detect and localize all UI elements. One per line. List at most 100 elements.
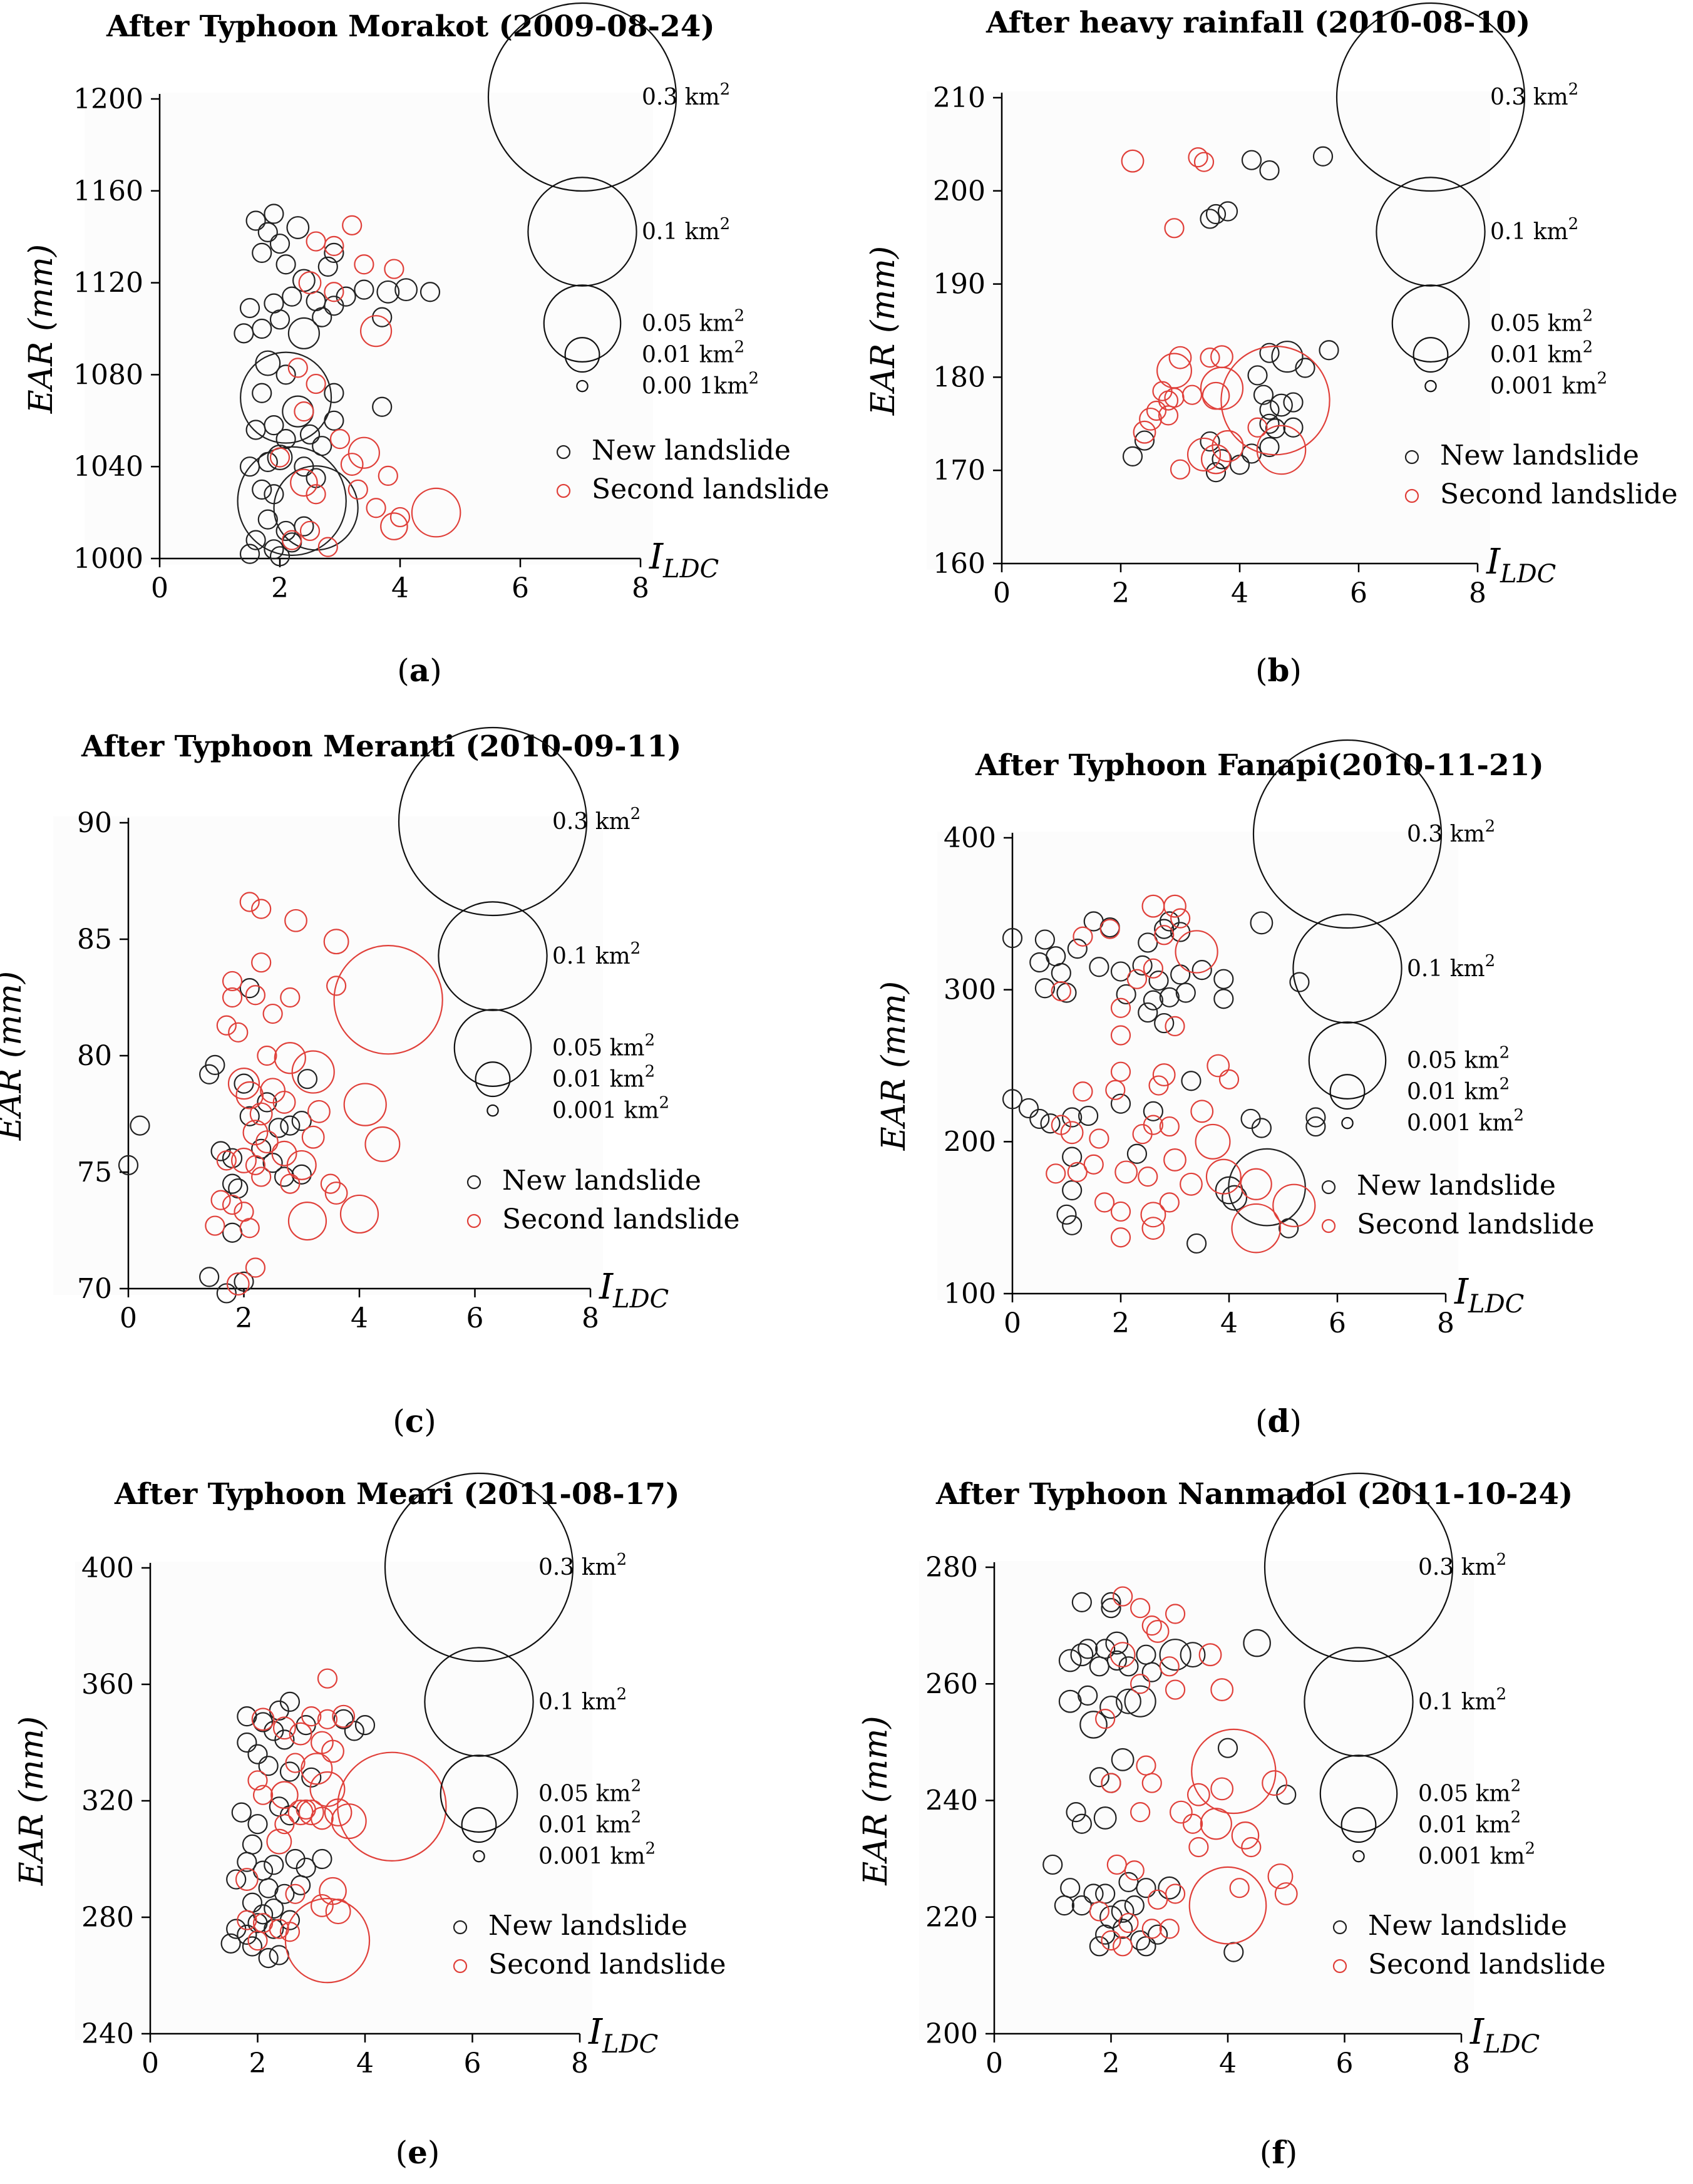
data-point [317, 537, 338, 557]
size-legend-superscript: 2 [748, 369, 759, 388]
y-tick-label: 200 [933, 175, 985, 207]
size-legend-circle [1319, 1754, 1398, 1833]
data-point [1222, 1185, 1248, 1211]
data-point [324, 242, 344, 263]
data-point [220, 1933, 241, 1954]
y-tick-label: 400 [944, 822, 996, 854]
y-tick-label: 200 [925, 2018, 978, 2050]
data-point [1188, 1836, 1209, 1858]
series-second-landslide [235, 1668, 447, 1984]
data-point [394, 278, 418, 302]
size-legend-superscript: 2 [1496, 1685, 1507, 1704]
data-point [1073, 926, 1093, 947]
data-point [1207, 1054, 1230, 1078]
data-point [1231, 1821, 1260, 1850]
size-legend-text: 0.01 km [1490, 343, 1583, 368]
data-point [205, 1215, 225, 1236]
data-point [1283, 392, 1304, 413]
data-point [286, 216, 310, 239]
x-axis-label-subscript: LDC [1468, 1290, 1524, 1319]
data-point [1002, 1089, 1023, 1110]
data-point [240, 351, 332, 444]
data-point [1073, 1081, 1093, 1102]
data-point [285, 1883, 306, 1904]
size-legend-circle [453, 1009, 532, 1087]
y-tick-label: 1080 [73, 359, 143, 391]
y-axis-label: EAR (mm) [13, 1716, 51, 1886]
size-legend-text: 0.1 km [642, 219, 720, 245]
data-point [1110, 1025, 1131, 1046]
data-point [340, 453, 364, 476]
size-legend-circle [424, 1647, 534, 1757]
data-point [1083, 1154, 1104, 1175]
y-tick-label: 90 [77, 807, 112, 839]
data-point [226, 1272, 250, 1295]
data-point [279, 1691, 301, 1712]
size-legend-circle [1308, 1021, 1387, 1100]
x-tick-label: 8 [582, 1302, 599, 1334]
data-point [1274, 1882, 1298, 1905]
size-legend-circle [1263, 1472, 1454, 1662]
size-legend-circle [1304, 1647, 1414, 1757]
data-point [1259, 399, 1280, 420]
data-point [286, 1150, 317, 1180]
y-axis-label-var: EAR [23, 331, 60, 414]
data-point [1141, 1217, 1165, 1240]
size-legend-label: 0.05 km2 [1490, 307, 1593, 337]
size-legend-superscript: 2 [631, 1777, 642, 1796]
data-point [285, 1753, 306, 1773]
data-point [270, 1781, 299, 1810]
size-legend-circle [1252, 739, 1443, 929]
y-axis-label-var: EAR [0, 1058, 29, 1141]
y-tick-label: 360 [81, 1669, 134, 1701]
data-point [210, 1190, 231, 1210]
data-point [1198, 1643, 1222, 1667]
data-point [118, 1155, 139, 1175]
data-point [252, 383, 272, 403]
data-point [343, 1083, 387, 1126]
size-legend-label: 0.3 km2 [1407, 817, 1495, 847]
x-tick-label: 8 [632, 572, 649, 604]
y-axis-label: EAR (mm) [857, 1716, 895, 1885]
y-tick-label: 1120 [73, 267, 143, 299]
data-point [1312, 146, 1334, 167]
data-point [1116, 1688, 1141, 1714]
data-point [380, 512, 408, 540]
y-tick-label: 1200 [73, 83, 143, 115]
data-point [271, 1140, 297, 1167]
data-point [1066, 1802, 1086, 1823]
data-point [264, 1855, 284, 1875]
x-tick-label: 8 [1469, 577, 1486, 609]
data-point [347, 479, 368, 500]
data-point [1089, 1936, 1109, 1957]
data-point [1147, 1924, 1168, 1945]
size-legend-circle [384, 1472, 574, 1662]
data-point [260, 1078, 286, 1104]
type-legend: New landslide Second landslide [1404, 440, 1678, 510]
data-point [1134, 430, 1155, 451]
data-point [268, 1118, 289, 1138]
size-legend-superscript: 2 [631, 1808, 642, 1827]
y-axis-label-unit: (mm) [23, 244, 60, 331]
data-point [1241, 150, 1262, 170]
data-point [307, 1100, 331, 1123]
data-point [1217, 201, 1238, 222]
data-point [251, 1708, 275, 1731]
data-point [1253, 384, 1274, 405]
chart-panel-c: After Typhoon Meranti (2010-09-11)707580… [0, 726, 740, 1440]
data-point [1138, 932, 1158, 953]
data-point [242, 1936, 263, 1957]
chart-title: After heavy rainfall (2010-08-10) [985, 6, 1530, 40]
data-point [239, 297, 260, 319]
size-legend-text: 0.3 km [1407, 822, 1485, 847]
data-point [1070, 1643, 1094, 1667]
data-point [1265, 418, 1286, 439]
data-point [301, 1753, 333, 1785]
data-point [264, 539, 284, 560]
type-legend-label: New landslide [502, 1165, 701, 1197]
data-point [1186, 1783, 1210, 1806]
x-tick-label: 4 [1231, 577, 1248, 609]
data-point [1089, 1901, 1109, 1922]
data-point [251, 899, 272, 919]
